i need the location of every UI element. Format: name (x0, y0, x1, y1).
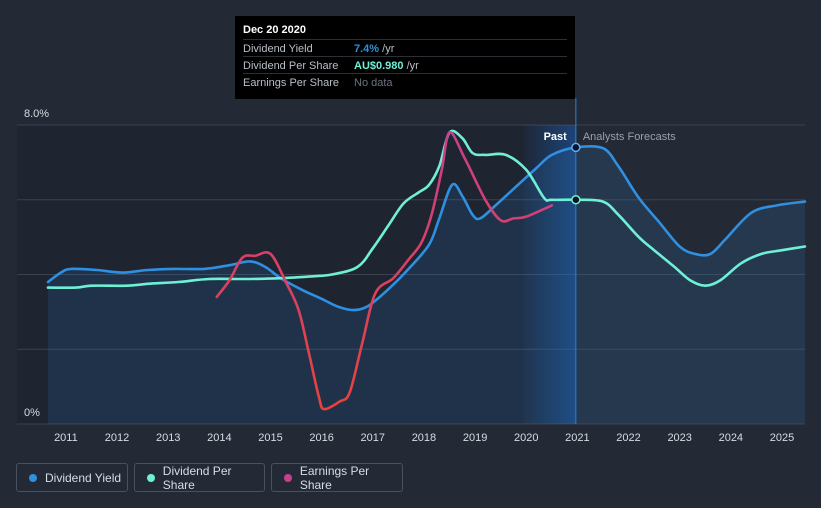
x-tick-label: 2021 (565, 432, 589, 444)
past-label: Past (544, 131, 568, 143)
x-tick-label: 2018 (412, 432, 436, 444)
x-tick-label: 2020 (514, 432, 538, 444)
tooltip-row-earnings-per-share: Earnings Per Share No data (243, 73, 567, 91)
legend-dot-icon (284, 473, 292, 482)
x-tick-label: 2013 (156, 432, 180, 444)
x-tick-label: 2024 (719, 432, 743, 444)
y-tick-label: 0% (24, 407, 40, 419)
highlight-band (523, 125, 576, 424)
legend-label: Dividend Per Share (162, 463, 232, 492)
x-tick-label: 2019 (463, 432, 487, 444)
series-line-dividend-yield (46, 144, 807, 312)
series-line-dividend-per-share (46, 129, 807, 290)
y-tick-label: 8.0% (24, 108, 49, 120)
legend-dot-icon (147, 473, 155, 482)
x-tick-label: 2012 (105, 432, 129, 444)
x-tick-label: 2011 (54, 432, 78, 444)
dividend-yield-marker (571, 142, 581, 153)
legend-label: Dividend Yield (45, 470, 122, 485)
tooltip-label: Dividend Yield (243, 43, 313, 55)
series-area-dividend-yield (48, 146, 805, 424)
tooltip-value: 7.4% /yr (354, 43, 395, 55)
dividend-per-share-marker (571, 195, 581, 205)
tooltip-label: Earnings Per Share (243, 77, 339, 89)
x-tick-label: 2017 (361, 432, 385, 444)
tooltip-value: AU$0.980 /yr (354, 60, 419, 72)
tooltip-row-dividend-per-share: Dividend Per Share AU$0.980 /yr (243, 56, 567, 74)
forecast-label: Analysts Forecasts (583, 131, 676, 143)
x-tick-label: 2016 (309, 432, 333, 444)
legend-dot-icon (29, 473, 37, 482)
tooltip-label: Dividend Per Share (243, 60, 339, 72)
tooltip-value: No data (354, 77, 393, 89)
series-line-earnings-per-share (215, 131, 554, 411)
x-tick-label: 2025 (770, 432, 794, 444)
legend-label: Earnings Per Share (299, 463, 370, 492)
tooltip: Dec 20 2020 Dividend Yield 7.4% /yr Divi… (235, 16, 575, 99)
legend-earnings-per-share[interactable]: Earnings Per Share (271, 463, 403, 492)
x-tick-label: 2023 (667, 432, 691, 444)
tooltip-date: Dec 20 2020 (243, 24, 306, 36)
x-tick-label: 2022 (616, 432, 640, 444)
legend-dividend-per-share[interactable]: Dividend Per Share (134, 463, 265, 492)
tooltip-row-dividend-yield: Dividend Yield 7.4% /yr (243, 39, 567, 57)
x-tick-label: 2014 (207, 432, 231, 444)
legend-dividend-yield[interactable]: Dividend Yield (16, 463, 128, 492)
x-tick-label: 2015 (258, 432, 282, 444)
